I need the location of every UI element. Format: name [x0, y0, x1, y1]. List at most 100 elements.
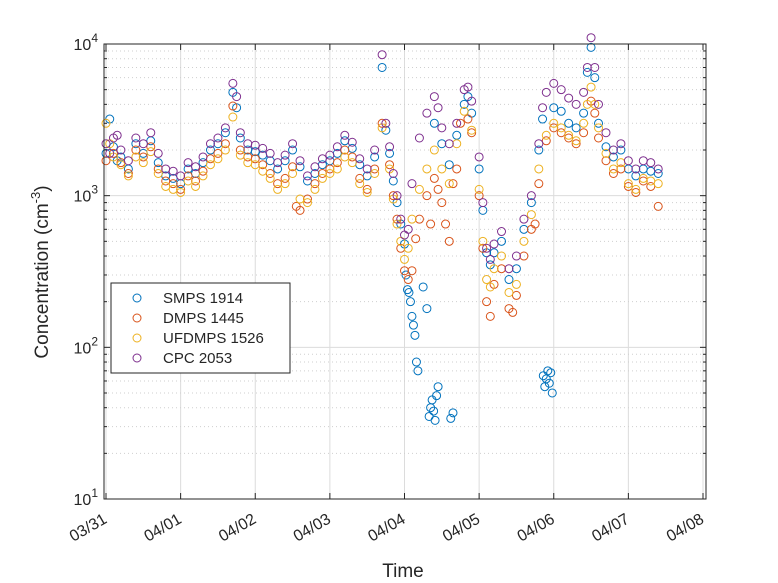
data-point — [273, 179, 283, 189]
data-point — [176, 184, 186, 194]
data-point — [220, 145, 230, 155]
legend-marker-dmps-1445 — [132, 313, 142, 323]
data-point — [437, 123, 447, 133]
data-point — [347, 137, 357, 147]
data-point — [410, 330, 420, 340]
data-point — [131, 139, 141, 149]
data-point — [543, 366, 553, 376]
data-point — [478, 198, 488, 208]
data-point — [377, 118, 387, 128]
data-point — [485, 282, 495, 292]
data-point — [601, 148, 611, 158]
data-point — [474, 184, 484, 194]
data-point — [601, 156, 611, 166]
data-point — [288, 145, 298, 155]
legend-marker-smps-1914 — [132, 293, 142, 303]
data-point — [258, 160, 268, 170]
data-point — [183, 176, 193, 186]
data-point — [594, 123, 604, 133]
data-point — [556, 106, 566, 116]
data-point — [205, 145, 215, 155]
data-point — [385, 148, 395, 158]
data-point — [444, 236, 454, 246]
data-point — [564, 130, 574, 140]
data-point — [594, 99, 604, 109]
data-point — [411, 234, 421, 244]
y-tick-exponent: 4 — [91, 31, 98, 45]
y-tick-exponent: 1 — [91, 486, 98, 500]
data-point — [332, 142, 342, 152]
data-point — [511, 251, 521, 261]
data-point — [586, 42, 596, 52]
data-points — [101, 33, 663, 425]
data-point — [310, 179, 320, 189]
data-point — [381, 118, 391, 128]
data-point — [452, 164, 462, 174]
data-point — [590, 108, 600, 118]
data-point — [302, 171, 312, 181]
data-point — [590, 99, 600, 109]
data-point — [146, 128, 156, 138]
data-point — [564, 118, 574, 128]
data-point — [467, 96, 477, 106]
data-point — [288, 162, 298, 172]
data-point — [414, 133, 424, 143]
data-point — [482, 275, 492, 285]
data-point — [403, 275, 413, 285]
data-point — [623, 156, 633, 166]
data-point — [463, 82, 473, 92]
data-point — [485, 254, 495, 264]
data-point — [310, 162, 320, 172]
data-point — [418, 282, 428, 292]
data-point — [616, 164, 626, 174]
data-point — [441, 219, 451, 229]
y-tick-base: 10 — [74, 37, 92, 54]
data-point — [549, 103, 559, 113]
data-point — [433, 103, 443, 113]
data-point — [437, 164, 447, 174]
data-point — [317, 154, 327, 164]
data-point — [444, 179, 454, 189]
data-point — [489, 264, 499, 274]
data-point — [123, 171, 133, 181]
x-axis-label: Time — [382, 561, 424, 582]
data-point — [437, 198, 447, 208]
data-point — [280, 150, 290, 160]
data-point — [332, 158, 342, 168]
data-point — [579, 108, 589, 118]
data-point — [534, 179, 544, 189]
data-point — [401, 270, 411, 280]
data-point — [433, 184, 443, 194]
data-point — [582, 67, 592, 77]
data-point — [295, 162, 305, 172]
data-point — [198, 166, 208, 176]
data-point — [131, 133, 141, 143]
data-point — [549, 78, 559, 88]
data-point — [213, 133, 223, 143]
data-point — [385, 160, 395, 170]
data-point — [131, 152, 141, 162]
data-point — [198, 152, 208, 162]
data-point — [538, 114, 548, 124]
data-point — [511, 279, 521, 289]
data-point — [370, 145, 380, 155]
data-point — [362, 187, 372, 197]
data-point — [101, 139, 111, 149]
data-point — [526, 198, 536, 208]
data-point — [519, 214, 529, 224]
data-point — [467, 128, 477, 138]
y-tick-label: 102 — [74, 334, 99, 357]
data-point — [414, 214, 424, 224]
data-point — [429, 118, 439, 128]
data-point — [213, 154, 223, 164]
data-point — [273, 164, 283, 174]
data-point — [288, 169, 298, 179]
data-point — [205, 160, 215, 170]
data-point — [388, 169, 398, 179]
data-point — [411, 357, 421, 367]
data-point — [108, 148, 118, 158]
y-tick-base: 10 — [74, 340, 92, 357]
data-point — [485, 311, 495, 321]
data-point — [258, 166, 268, 176]
